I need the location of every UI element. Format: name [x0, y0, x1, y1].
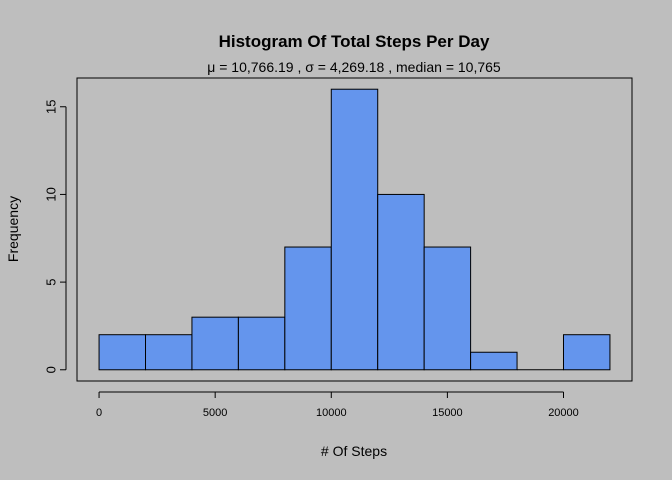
- histogram-bar: [145, 334, 193, 371]
- y-tick-label: 5: [44, 278, 59, 285]
- bars-group: [98, 88, 611, 371]
- histogram-bar: [284, 246, 332, 371]
- y-tick-label: 10: [44, 187, 59, 201]
- x-axis-label: # Of Steps: [321, 443, 387, 459]
- y-tick-label: 0: [44, 366, 59, 373]
- plot-frame: [76, 77, 633, 382]
- y-tick-label: 15: [44, 100, 59, 114]
- y-axis-label: Frequency: [5, 196, 21, 262]
- histogram-bar: [330, 88, 379, 371]
- histogram-bar: [470, 351, 518, 371]
- histogram-bar: [98, 334, 147, 371]
- x-tick-label: 5000: [203, 407, 227, 419]
- histogram-bar: [423, 246, 472, 371]
- histogram-bar: [191, 316, 239, 371]
- x-tick-label: 15000: [432, 407, 463, 419]
- x-tick-label: 20000: [548, 407, 579, 419]
- x-tick-label: 10000: [316, 407, 347, 419]
- chart-subtitle: μ = 10,766.19 , σ = 4,269.18 , median = …: [207, 59, 501, 75]
- chart-title: Histogram Of Total Steps Per Day: [219, 32, 490, 51]
- x-tick-label: 0: [96, 407, 102, 419]
- histogram-bar: [562, 334, 611, 371]
- histogram-bar: [377, 193, 425, 371]
- x-axis: 0 5000 10000 15000 20000: [96, 391, 579, 419]
- y-axis: 0 5 10 15: [44, 100, 67, 373]
- histogram-bar: [237, 316, 286, 371]
